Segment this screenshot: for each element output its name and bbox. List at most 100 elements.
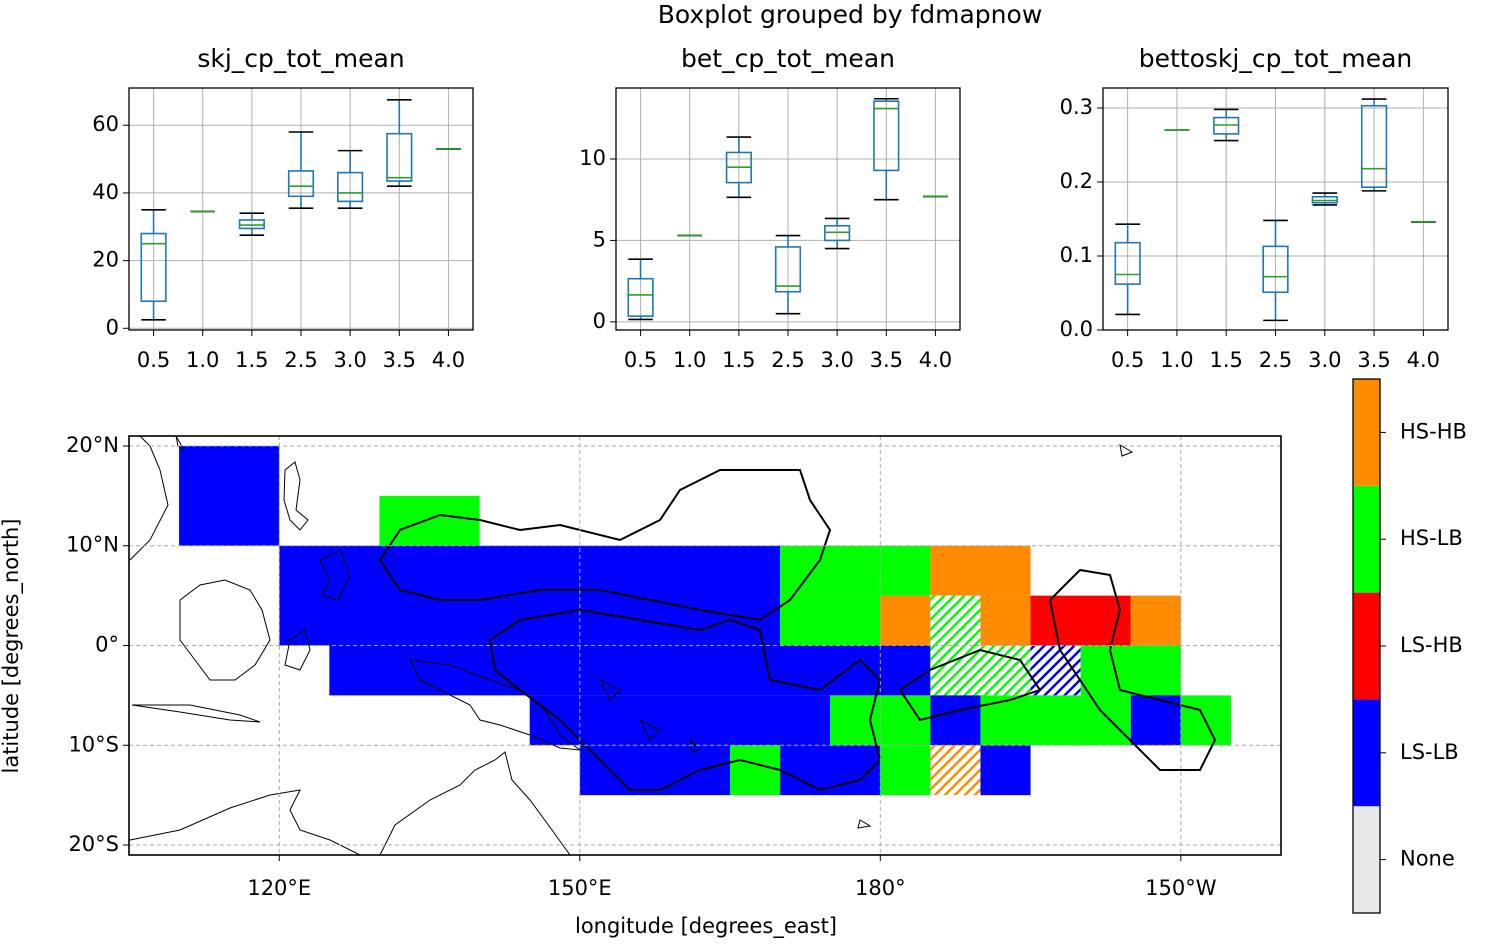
- grid-cell: [980, 695, 1131, 746]
- coastline: [379, 751, 571, 855]
- y-tick-label: 0.1: [1060, 243, 1093, 267]
- grid-cell: [780, 595, 881, 646]
- x-tick-label: 0.5: [137, 348, 170, 372]
- grid-cell: [529, 695, 831, 746]
- grid-cell: [980, 745, 1031, 796]
- x-tick-label: 1.0: [673, 348, 706, 372]
- coastline: [283, 461, 309, 531]
- x-tick-label: 3.5: [1357, 348, 1390, 372]
- box: [627, 277, 654, 317]
- box: [824, 224, 851, 242]
- grid-cell: [930, 545, 1031, 596]
- x-tick-label: 1.0: [1160, 348, 1193, 372]
- colorbar-segment: [1353, 699, 1380, 807]
- box: [386, 132, 413, 182]
- coastline: [175, 436, 185, 451]
- colorbar-segment: [1353, 806, 1380, 913]
- colorbar-segment: [1353, 485, 1380, 593]
- x-tick-label: 4.0: [1407, 348, 1440, 372]
- box: [774, 246, 802, 293]
- coastline: [179, 579, 271, 681]
- y-tick-label: 20°N: [66, 433, 119, 457]
- y-tick-label: 20: [92, 248, 119, 272]
- coastline: [284, 629, 311, 671]
- grid-cell: [279, 545, 781, 646]
- x-tick-label: 1.0: [186, 348, 219, 372]
- x-tick-label: 150°W: [1145, 876, 1217, 900]
- colorbar-label: HS-LB: [1400, 526, 1463, 550]
- grid-cell: [930, 595, 981, 646]
- coastline: [129, 436, 169, 561]
- box: [238, 219, 265, 230]
- grid-cell: [1130, 595, 1181, 646]
- grid-cell: [579, 745, 731, 796]
- x-tick-label: 3.5: [383, 348, 416, 372]
- grid-cell: [329, 645, 931, 696]
- coastline: [131, 704, 261, 723]
- x-tick-label: 1.5: [235, 348, 268, 372]
- axes-frame: [615, 87, 961, 331]
- x-tick-label: 180°: [855, 876, 906, 900]
- x-tick-label: 1.5: [722, 348, 755, 372]
- y-tick-label: 0: [106, 315, 119, 339]
- grid-cell: [930, 645, 1031, 696]
- axes-frame: [1102, 87, 1449, 331]
- colorbar-segment: [1353, 379, 1380, 486]
- colorbar-frame: [1352, 378, 1381, 914]
- grid-cell: [880, 745, 931, 796]
- colorbar-segment: [1353, 592, 1380, 700]
- y-tick-label: 60: [92, 112, 119, 136]
- y-tick-label: 0: [593, 309, 606, 333]
- x-tick-label: 3.0: [820, 348, 853, 372]
- x-tick-label: 2.5: [284, 348, 317, 372]
- x-tick-label: 2.5: [771, 348, 804, 372]
- x-tick-label: 2.5: [1259, 348, 1292, 372]
- y-tick-label: 20°S: [68, 832, 119, 856]
- grid-cell: [730, 745, 781, 796]
- coastline: [409, 659, 582, 751]
- grid-cell: [780, 545, 931, 596]
- subplot-title: bettoskj_cp_tot_mean: [1139, 44, 1413, 73]
- x-tick-label: 1.5: [1210, 348, 1243, 372]
- box: [140, 232, 167, 303]
- grid-cell: [930, 695, 981, 746]
- y-tick-label: 10°N: [66, 533, 119, 557]
- y-tick-label: 0°: [95, 633, 119, 657]
- grid-cell: [930, 745, 981, 796]
- box: [1360, 104, 1388, 188]
- subplot-title: skj_cp_tot_mean: [197, 44, 404, 73]
- x-tick-label: 4.0: [919, 348, 952, 372]
- x-tick-label: 3.5: [870, 348, 903, 372]
- x-tick-label: 0.5: [624, 348, 657, 372]
- grid-cell: [980, 595, 1031, 646]
- eez-boundary: [1048, 568, 1217, 771]
- y-tick-label: 5: [593, 227, 606, 251]
- grid-cell: [179, 445, 280, 546]
- x-tick-label: 3.0: [333, 348, 366, 372]
- x-tick-label: 0.5: [1111, 348, 1144, 372]
- x-axis-label: longitude [degrees_east]: [575, 914, 837, 939]
- eez-boundary: [378, 469, 832, 622]
- grid-cell: [1080, 645, 1181, 696]
- y-tick-label: 40: [92, 180, 119, 204]
- y-tick-label: 10°S: [68, 732, 119, 756]
- colorbar-label: LS-LB: [1400, 740, 1459, 764]
- colorbar-label: HS-HB: [1400, 419, 1467, 443]
- box: [1262, 245, 1289, 294]
- x-tick-label: 120°E: [247, 876, 311, 900]
- y-axis-label: latitude [degrees_north]: [0, 519, 24, 774]
- y-tick-label: 0.0: [1060, 317, 1093, 341]
- axes-frame: [128, 87, 474, 331]
- colorbar-label: LS-HB: [1400, 633, 1463, 657]
- x-tick-label: 150°E: [548, 876, 612, 900]
- x-tick-label: 4.0: [432, 348, 465, 372]
- subplot-title: bet_cp_tot_mean: [681, 44, 895, 73]
- y-tick-label: 10: [579, 146, 606, 170]
- box: [873, 100, 900, 172]
- x-tick-label: 3.0: [1308, 348, 1341, 372]
- y-tick-label: 0.2: [1060, 169, 1093, 193]
- axes-frame: [128, 435, 1282, 856]
- box: [287, 170, 315, 198]
- figure-title: Boxplot grouped by fdmapnow: [658, 0, 1043, 29]
